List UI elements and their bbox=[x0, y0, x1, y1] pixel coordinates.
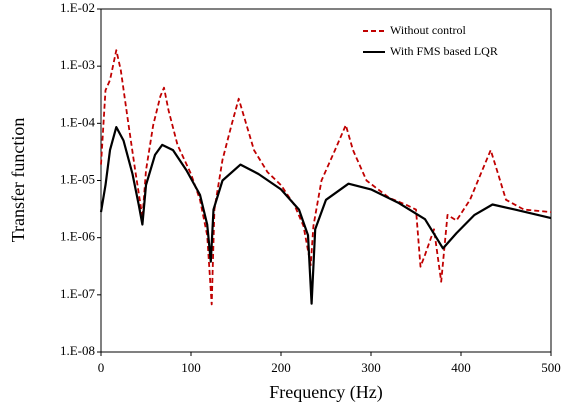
x-tick-label: 300 bbox=[361, 360, 381, 375]
x-axis-title: Frequency (Hz) bbox=[269, 382, 382, 403]
x-tick-label: 100 bbox=[181, 360, 201, 375]
plot-frame bbox=[100, 8, 552, 353]
x-tick-label: 200 bbox=[271, 360, 291, 375]
y-tick-label: 1.E-03 bbox=[60, 57, 95, 72]
legend-label: With FMS based LQR bbox=[390, 44, 498, 58]
y-tick-label: 1.E-08 bbox=[60, 343, 95, 358]
y-tick-label: 1.E-07 bbox=[60, 286, 96, 301]
series-line bbox=[100, 49, 552, 306]
x-tick-label: 0 bbox=[98, 360, 105, 375]
y-axis-title: Transfer function bbox=[8, 118, 28, 243]
y-tick-label: 1.E-02 bbox=[60, 0, 95, 15]
y-tick-label: 1.E-06 bbox=[60, 229, 96, 244]
series-line bbox=[99, 126, 552, 305]
y-tick-label: 1.E-04 bbox=[60, 114, 96, 129]
x-tick-label: 400 bbox=[451, 360, 471, 375]
legend-label: Without control bbox=[390, 23, 467, 37]
y-tick-label: 1.E-05 bbox=[60, 171, 95, 186]
x-tick-label: 500 bbox=[541, 360, 561, 375]
